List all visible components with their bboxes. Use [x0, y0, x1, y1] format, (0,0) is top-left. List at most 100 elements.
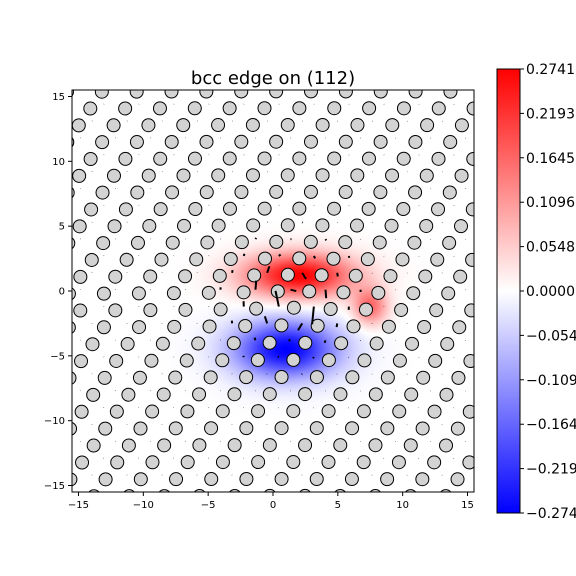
colorbar: 0.2741 0.2193 0.1645 0.1096 0.0548 0.0000 −0.0… — [496, 62, 576, 522]
x-tick-label: −5 — [201, 500, 216, 511]
atom — [28, 422, 41, 435]
atom — [286, 404, 301, 419]
displacement-arrow — [277, 355, 280, 358]
atom — [234, 134, 249, 149]
atom — [450, 421, 465, 436]
atom — [120, 337, 135, 352]
atom — [72, 118, 86, 133]
atom — [417, 320, 432, 335]
atom — [286, 455, 301, 470]
atom — [427, 455, 442, 470]
atom — [39, 304, 52, 317]
atom — [396, 151, 411, 166]
atom — [373, 185, 388, 200]
atom — [415, 421, 430, 436]
atom — [199, 134, 214, 149]
atom — [368, 438, 383, 453]
atom — [119, 252, 134, 267]
atom — [441, 286, 456, 301]
displacement-arrow — [323, 339, 327, 344]
atom — [98, 421, 113, 436]
atom — [83, 152, 98, 167]
atom — [327, 101, 342, 116]
atom — [396, 101, 411, 116]
atom — [38, 220, 51, 233]
atom — [479, 136, 492, 149]
atom — [381, 319, 396, 334]
atom — [26, 186, 39, 199]
atom — [418, 269, 433, 284]
atom — [262, 387, 277, 402]
atom — [153, 151, 168, 166]
atom — [269, 234, 284, 249]
atom — [475, 388, 488, 401]
atom — [395, 252, 410, 267]
atom — [369, 336, 384, 351]
atom — [452, 320, 467, 335]
displacement-arrow — [254, 280, 258, 290]
atom — [385, 168, 400, 183]
atom — [72, 287, 76, 301]
atom — [257, 101, 272, 116]
atom — [199, 90, 214, 99]
colorbar-tick-label: −0.1096 — [526, 373, 576, 389]
atom — [280, 267, 295, 282]
atom — [86, 387, 101, 402]
colorbar-ticks: 0.2741 0.2193 0.1645 0.1096 0.0548 0.0000 −0.0… — [520, 62, 576, 522]
atom — [129, 90, 144, 99]
atom — [478, 186, 491, 199]
atom — [204, 472, 219, 487]
atom — [16, 338, 29, 351]
atom — [245, 117, 260, 132]
atom — [309, 472, 324, 486]
atom — [462, 404, 474, 419]
atom — [385, 118, 400, 133]
colorbar-tick-label: 0.2741 — [526, 62, 575, 78]
atom — [239, 421, 254, 436]
atom — [156, 387, 171, 402]
displacement-arrow — [336, 272, 339, 277]
atom — [249, 301, 264, 316]
atom — [315, 218, 330, 233]
y-tick-label: 0 — [59, 287, 65, 298]
atom — [431, 202, 446, 217]
atom — [416, 370, 431, 385]
atom — [178, 269, 193, 284]
atom — [270, 284, 285, 299]
displacement-arrow — [253, 337, 257, 341]
atom — [98, 472, 113, 487]
atom — [477, 287, 490, 300]
atom — [310, 318, 325, 333]
atom — [84, 252, 99, 267]
atom — [454, 219, 468, 234]
atom — [4, 304, 17, 317]
displacement-arrow — [242, 253, 246, 257]
atom — [238, 318, 253, 333]
atom — [28, 372, 41, 385]
atom — [40, 456, 53, 469]
atom — [215, 404, 230, 419]
atom — [474, 490, 487, 503]
atom — [479, 85, 492, 98]
atom — [176, 118, 191, 133]
displacement-arrow — [263, 315, 269, 324]
colorbar-gradient — [496, 68, 521, 514]
atom — [106, 168, 121, 183]
atom — [368, 387, 383, 402]
atom — [392, 404, 407, 419]
atom — [274, 421, 289, 436]
atom — [158, 489, 171, 492]
atom — [257, 201, 272, 216]
atom — [345, 370, 360, 385]
atom — [73, 303, 88, 318]
displacement-arrow — [301, 272, 307, 280]
atom — [262, 335, 277, 350]
atom — [358, 302, 373, 317]
atom — [403, 438, 418, 453]
atom — [246, 218, 261, 233]
colorbar-tick-label: 0.1096 — [526, 195, 575, 211]
atom — [315, 168, 330, 183]
displacement-arrow — [266, 265, 271, 274]
atom — [465, 252, 474, 267]
